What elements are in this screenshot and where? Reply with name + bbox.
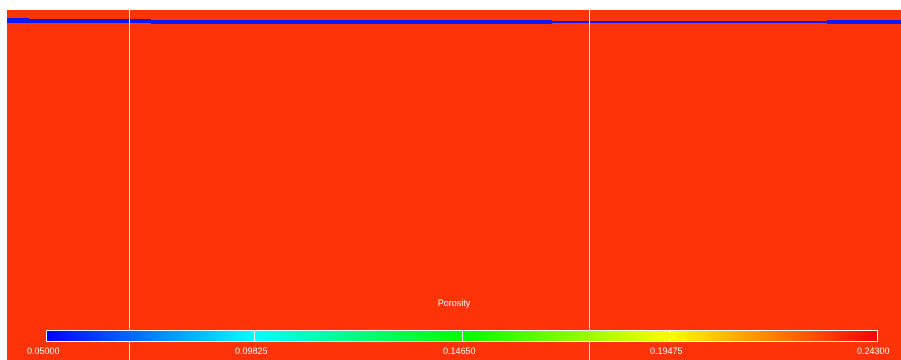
color-legend-tick <box>462 330 463 342</box>
color-legend-label: 0.14650 <box>443 346 476 356</box>
low-porosity-layer <box>7 18 901 24</box>
color-legend-label: 0.09825 <box>235 346 268 356</box>
low-porosity-band <box>7 18 901 24</box>
color-legend-label-min: 0.05000 <box>27 346 60 356</box>
scalar-bar-title: Porosity <box>437 298 471 308</box>
color-legend-tick <box>254 330 255 342</box>
vertical-grid-line <box>589 10 590 360</box>
color-legend-tick <box>669 330 670 342</box>
vertical-grid-line <box>129 10 130 360</box>
color-legend-label: 0.19475 <box>650 346 683 356</box>
render-viewport[interactable]: Porosity 0.05000 0.09825 0.14650 0.19475… <box>7 10 901 360</box>
color-legend-label-max: 0.24300 <box>857 346 890 356</box>
